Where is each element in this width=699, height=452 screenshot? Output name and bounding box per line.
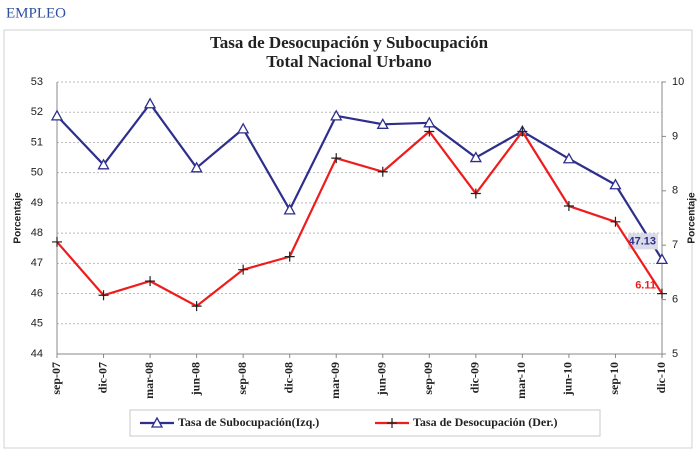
point xyxy=(517,126,528,137)
y-tick-label: 44 xyxy=(31,348,43,360)
point xyxy=(238,264,249,275)
y2-tick-label: 9 xyxy=(672,130,678,142)
legend-label: Tasa de Desocupación (Der.) xyxy=(413,415,557,429)
x-tick-label: sep-08 xyxy=(235,362,249,395)
y-tick-label: 47 xyxy=(31,257,43,269)
point xyxy=(143,97,157,109)
x-tick-label: dic-07 xyxy=(95,362,109,393)
point xyxy=(50,109,64,121)
x-tick-label: jun-09 xyxy=(375,362,389,396)
point xyxy=(655,253,669,265)
point xyxy=(52,236,62,247)
point xyxy=(284,251,295,262)
y2-tick-label: 8 xyxy=(672,185,678,197)
x-tick-label: mar-08 xyxy=(142,362,156,399)
x-tick-label: jun-08 xyxy=(188,362,202,396)
chart-frame xyxy=(3,29,693,449)
legend-label: Tasa de Subocupación(Izq.) xyxy=(178,415,319,429)
point xyxy=(283,203,296,215)
y-tick-label: 52 xyxy=(31,106,43,118)
point xyxy=(657,288,667,299)
point xyxy=(191,301,202,312)
y2-axis-label: Porcentaje xyxy=(687,192,698,244)
x-tick-label: sep-10 xyxy=(607,362,621,395)
series-line xyxy=(56,129,663,308)
point xyxy=(609,178,622,190)
y-tick-label: 50 xyxy=(31,167,43,179)
x-tick-label: sep-07 xyxy=(49,362,63,395)
point xyxy=(470,188,481,199)
y-tick-label: 49 xyxy=(31,197,43,209)
point xyxy=(150,416,164,428)
point xyxy=(330,109,343,121)
x-tick-label: dic-10 xyxy=(654,362,668,393)
point xyxy=(563,201,574,212)
data-label: 47.13 xyxy=(628,235,656,247)
y-tick-label: 51 xyxy=(31,136,43,148)
data-label: 6.11 xyxy=(635,280,656,292)
point xyxy=(237,122,250,134)
series-line xyxy=(56,101,663,260)
y2-tick-label: 5 xyxy=(672,348,678,360)
chart-subtitle: Total Nacional Urbano xyxy=(266,52,432,71)
y-tick-label: 53 xyxy=(31,76,43,88)
point xyxy=(376,117,389,129)
point xyxy=(387,418,397,428)
y2-tick-label: 10 xyxy=(672,76,684,88)
x-tick-label: mar-10 xyxy=(514,362,528,399)
y-tick-label: 48 xyxy=(31,227,43,239)
point xyxy=(424,126,435,137)
y-tick-label: 46 xyxy=(31,287,43,299)
x-tick-label: dic-08 xyxy=(281,362,295,393)
x-tick-label: jun-10 xyxy=(561,362,575,396)
y-tick-label: 45 xyxy=(31,318,43,330)
legend-box xyxy=(129,409,601,437)
point xyxy=(377,166,388,177)
y2-tick-label: 6 xyxy=(672,294,678,306)
point xyxy=(98,290,109,301)
x-tick-label: sep-09 xyxy=(421,362,435,395)
x-tick-label: mar-09 xyxy=(328,362,342,399)
y2-tick-label: 7 xyxy=(672,239,678,251)
x-tick-label: dic-09 xyxy=(468,362,482,393)
point xyxy=(145,276,156,287)
point xyxy=(469,151,482,163)
chart-title: Tasa de Desocupación y Subocupación xyxy=(210,33,489,52)
point xyxy=(562,152,576,164)
point xyxy=(97,158,110,170)
point xyxy=(190,161,203,173)
data-label-box xyxy=(628,233,658,250)
point xyxy=(610,216,621,227)
point xyxy=(331,153,342,164)
y-axis-label: Porcentaje xyxy=(13,192,24,244)
header: EMPLEO xyxy=(6,5,66,21)
